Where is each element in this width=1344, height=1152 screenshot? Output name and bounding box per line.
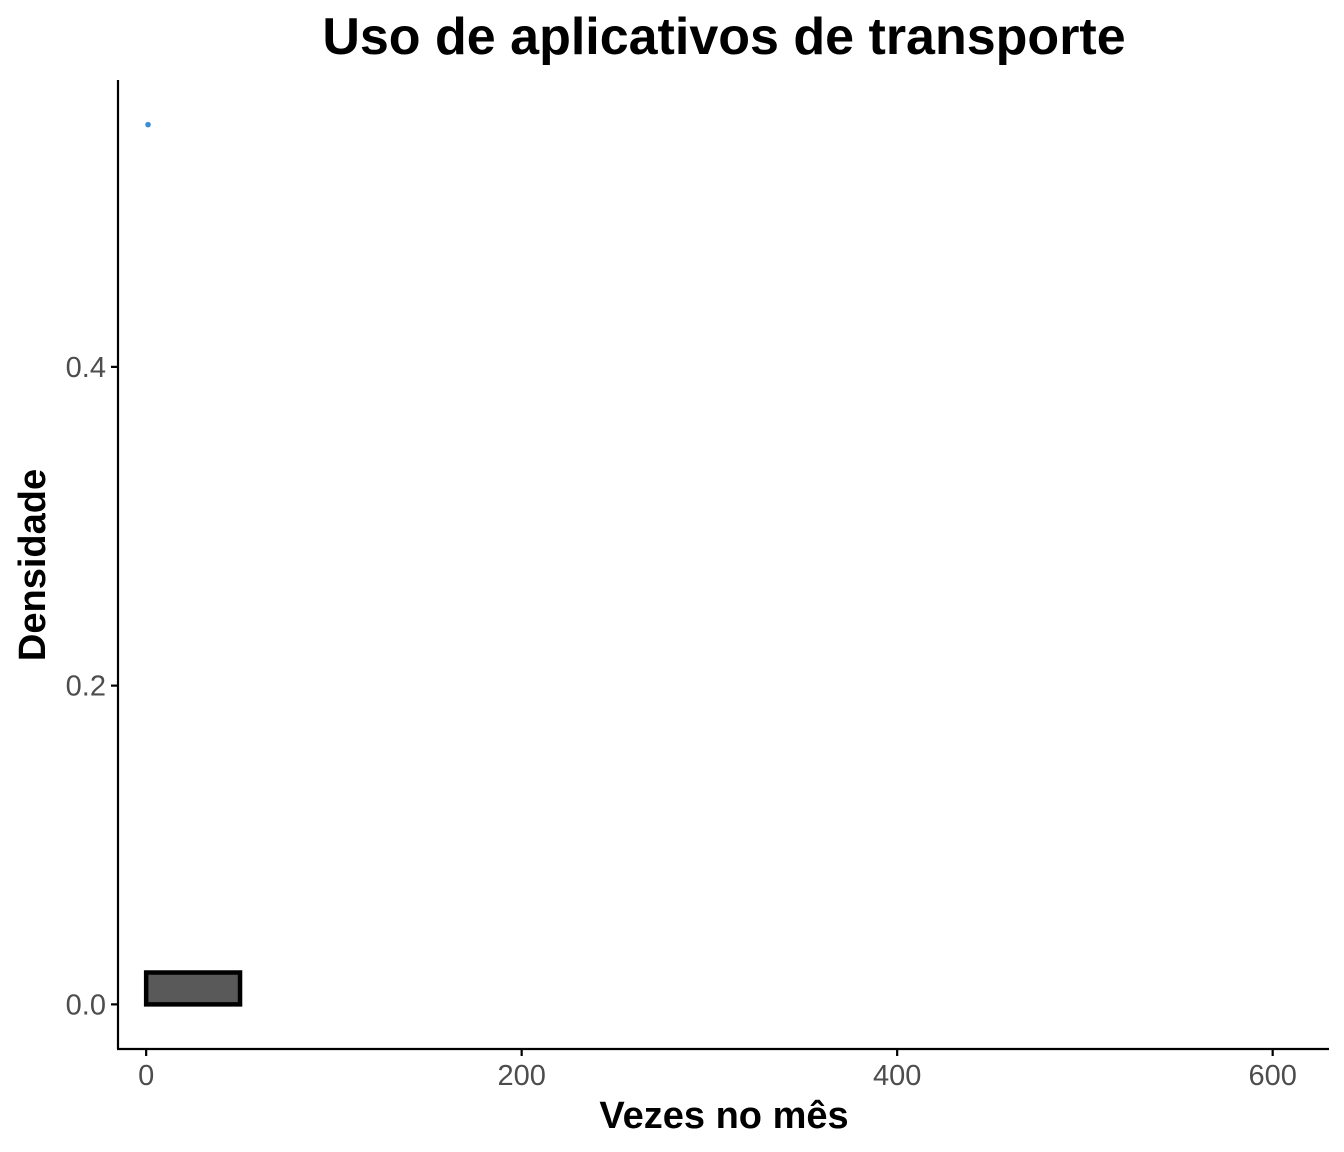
x-tick-label: 0 [138, 1060, 154, 1092]
x-tick-label: 600 [1248, 1060, 1296, 1092]
histogram-bar-0 [143, 970, 243, 1007]
histogram-bars [143, 970, 243, 1007]
x-axis-ticks: 0 200 400 600 [138, 1049, 1297, 1092]
chart-title: Uso de aplicativos de transporte [322, 8, 1125, 66]
y-tick-label: 0.4 [66, 352, 106, 384]
y-tick-label: 0.2 [66, 671, 106, 703]
x-tick-label: 400 [873, 1060, 921, 1092]
y-axis-title: Densidade [12, 469, 54, 661]
x-tick-label: 200 [497, 1060, 545, 1092]
y-axis-ticks: 0.0 0.2 0.4 [66, 352, 118, 1021]
density-peak-point [145, 121, 151, 128]
y-tick-label: 0.0 [66, 989, 106, 1021]
density-curve [145, 121, 151, 128]
x-axis-title: Vezes no mês [599, 1095, 848, 1137]
